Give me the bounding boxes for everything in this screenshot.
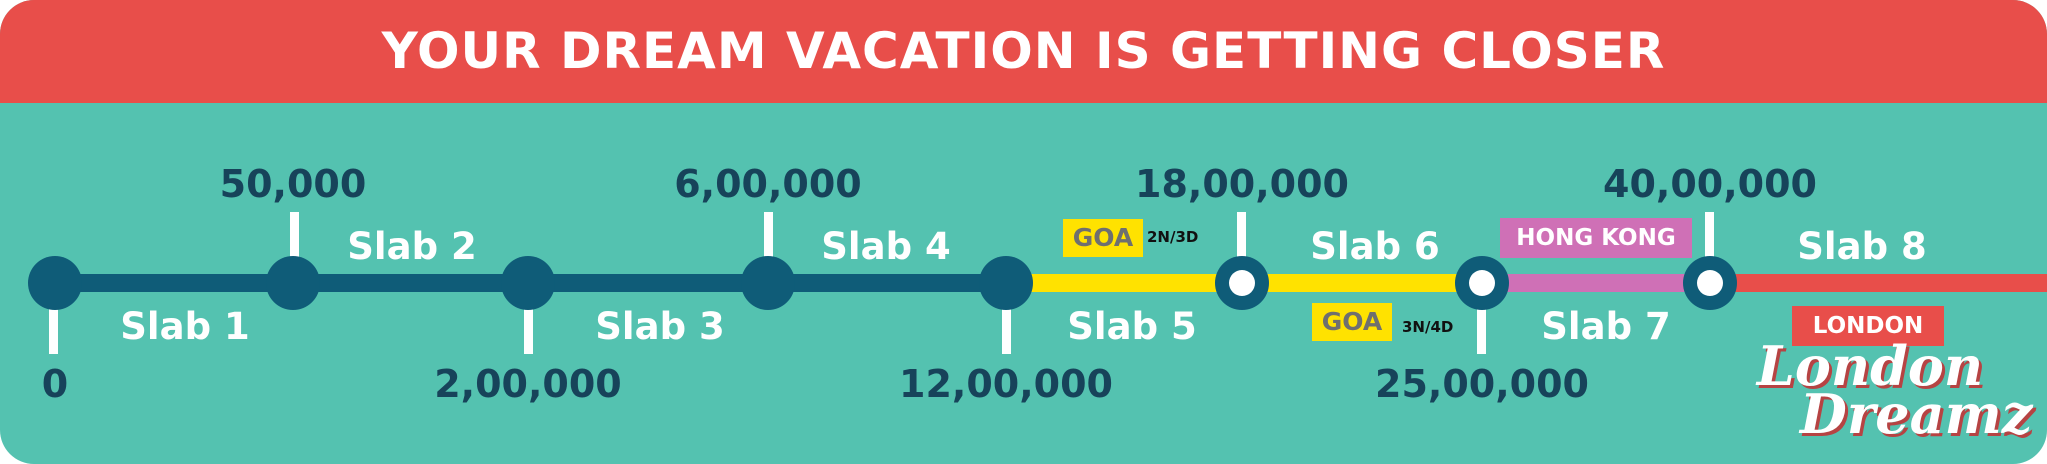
banner-title: YOUR DREAM VACATION IS GETTING CLOSER xyxy=(381,22,1666,80)
tick-200000 xyxy=(524,304,533,354)
slab-label-4: Slab 4 xyxy=(821,225,951,268)
node-200000 xyxy=(501,256,555,310)
milestone-50000: 50,000 xyxy=(219,162,367,206)
node-50000 xyxy=(266,256,320,310)
milestone-1800000: 18,00,000 xyxy=(1135,162,1349,206)
goa-duration-slab-6: 3N/4D xyxy=(1402,318,1454,336)
node-1800000-center xyxy=(1229,270,1255,296)
slab-label-2: Slab 2 xyxy=(347,225,477,268)
milestone-2500000: 25,00,000 xyxy=(1375,362,1589,406)
milestone-4000000: 40,00,000 xyxy=(1603,162,1817,206)
slab-label-1: Slab 1 xyxy=(120,305,250,348)
node-1200000 xyxy=(979,256,1033,310)
london-dreamz-logo: London Dreamz xyxy=(1740,334,2033,446)
logo-line-2: Dreamz xyxy=(1800,382,2033,446)
hong-kong-tag: HONG KONG xyxy=(1500,218,1692,258)
goa-tag-slab-5: GOA xyxy=(1063,219,1143,257)
tick-2500000 xyxy=(1477,304,1486,354)
logo-line-1: London xyxy=(1756,334,1984,398)
milestone-200000: 2,00,000 xyxy=(434,362,622,406)
goa-tag-slab-6: GOA xyxy=(1312,303,1392,341)
slab-label-3: Slab 3 xyxy=(595,305,725,348)
slab-label-6: Slab 6 xyxy=(1310,225,1440,268)
slab-label-5: Slab 5 xyxy=(1067,305,1197,348)
milestone-1200000: 12,00,000 xyxy=(899,362,1113,406)
tick-1200000 xyxy=(1002,304,1011,354)
slab-label-8: Slab 8 xyxy=(1797,225,1927,268)
tick-1800000 xyxy=(1237,212,1246,262)
node-600000 xyxy=(741,256,795,310)
tick-0 xyxy=(49,304,58,354)
milestone-0: 0 xyxy=(41,362,69,406)
node-2500000-center xyxy=(1469,270,1495,296)
milestone-600000: 6,00,000 xyxy=(674,162,862,206)
goa-duration-slab-5: 2N/3D xyxy=(1147,228,1199,246)
slab-label-7: Slab 7 xyxy=(1541,305,1671,348)
node-0 xyxy=(28,256,82,310)
tick-600000 xyxy=(764,212,773,262)
london-tag: LONDON xyxy=(1792,306,1944,346)
tick-50000 xyxy=(290,212,299,262)
tick-4000000 xyxy=(1705,212,1714,262)
title-banner: YOUR DREAM VACATION IS GETTING CLOSER xyxy=(0,0,2047,103)
node-4000000-center xyxy=(1697,270,1723,296)
